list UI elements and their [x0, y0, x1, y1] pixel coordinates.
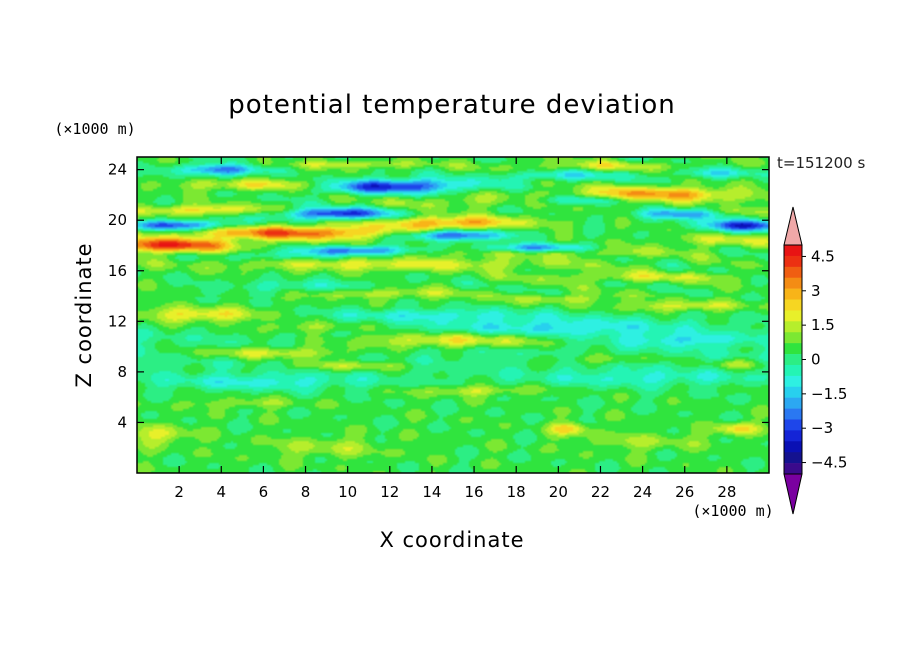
x-tick-label: 2 [174, 483, 184, 501]
colorbar-swatch [784, 430, 802, 442]
colorbar-swatch [784, 397, 802, 409]
y-tick-label: 24 [108, 161, 127, 179]
colorbar-swatch [784, 299, 802, 311]
colorbar-swatch [784, 266, 802, 279]
colorbar-tick-label: 1.5 [811, 316, 835, 334]
colorbar-upper-extension [783, 206, 803, 246]
x-tick-label: 16 [465, 483, 484, 501]
colorbar-swatch [784, 419, 802, 431]
colorbar-swatch [784, 245, 802, 257]
colorbar: 4.5 3 1.5 0 −1.5 −3 −4.5 [783, 206, 847, 515]
y-tick-label: 8 [117, 363, 127, 381]
chart-title: potential temperature deviation [228, 90, 675, 120]
plot-area [136, 156, 770, 474]
colorbar-tick-label: 3 [811, 282, 821, 300]
time-label: t=151200 s [777, 154, 865, 172]
colorbar-swatch [784, 255, 802, 268]
colorbar-swatch [784, 288, 802, 300]
colorbar-swatch [784, 408, 802, 420]
colorbar-tick-label: 4.5 [811, 247, 835, 265]
y-axis-ticks: 4 8 12 16 20 24 [108, 161, 769, 431]
colorbar-tick-label: −3 [811, 419, 833, 437]
y-axis-unit: (×1000 m) [54, 120, 135, 138]
heatmap-field [137, 157, 769, 473]
colorbar-swatch [784, 452, 802, 464]
colorbar-tick-label: −1.5 [811, 385, 847, 403]
x-tick-label: 6 [259, 483, 269, 501]
colorbar-tick-label: −4.5 [811, 454, 847, 472]
x-tick-label: 20 [549, 483, 568, 501]
colorbar-swatch [784, 386, 802, 398]
colorbar-lower-extension [783, 473, 803, 515]
colorbar-swatch [784, 321, 802, 333]
colorbar-tick-label: 0 [811, 351, 821, 369]
x-tick-label: 24 [633, 483, 652, 501]
x-tick-label: 12 [380, 483, 399, 501]
x-axis-label: X coordinate [379, 528, 524, 552]
y-tick-label: 20 [108, 211, 127, 229]
colorbar-swatch [784, 332, 802, 344]
colorbar-swatch [784, 375, 802, 388]
x-tick-label: 28 [717, 483, 736, 501]
x-tick-label: 10 [338, 483, 357, 501]
plot-frame [136, 156, 770, 474]
y-axis-label: Z coordinate [72, 242, 96, 387]
colorbar-swatch [784, 343, 802, 355]
y-tick-label: 12 [108, 312, 127, 330]
x-tick-label: 14 [422, 483, 441, 501]
x-axis-unit: (×1000 m) [692, 502, 773, 520]
colorbar-swatch [784, 310, 802, 322]
y-tick-label: 16 [108, 262, 127, 280]
x-axis-ticks: 2 4 6 8 10 12 14 16 18 20 22 24 26 28 [174, 157, 736, 501]
x-tick-label: 18 [507, 483, 526, 501]
x-tick-label: 4 [216, 483, 226, 501]
colorbar-swatch [784, 364, 802, 377]
x-tick-label: 8 [301, 483, 311, 501]
colorbar-swatch [784, 277, 802, 289]
x-tick-label: 22 [591, 483, 610, 501]
colorbar-swatch [784, 441, 802, 453]
x-tick-label: 26 [675, 483, 694, 501]
y-tick-label: 4 [117, 413, 127, 431]
colorbar-swatch [784, 463, 802, 475]
colorbar-swatch [784, 354, 802, 366]
